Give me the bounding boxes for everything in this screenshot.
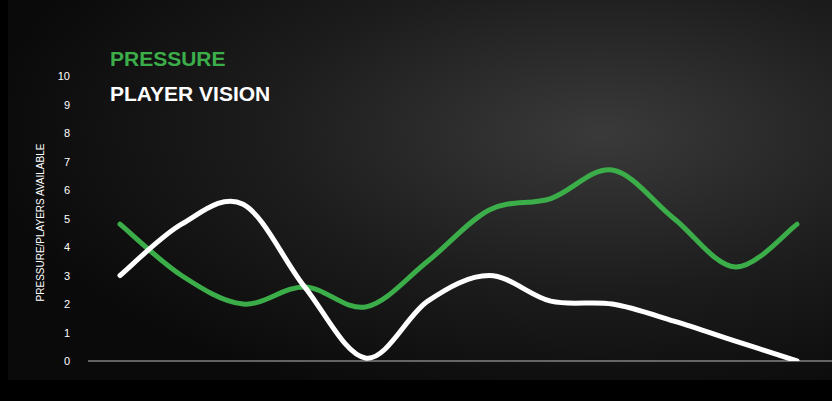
y-axis-label: PRESSURE/PLAYERS AVAILABLE: [35, 143, 46, 301]
y-tick-label: 8: [64, 127, 70, 139]
plot-area: [120, 170, 797, 361]
chart: 0 1 2 3 4 5 6 7 8 9 10 PRESSURE/PLAYERS AVAILABLE PR…: [0, 0, 832, 401]
legend-entry: PRESSURE: [110, 47, 226, 70]
y-tick-label: 1: [64, 327, 70, 339]
y-tick-label: 5: [64, 213, 70, 225]
legend-entry: PLAYER VISION: [110, 82, 270, 105]
y-tick-label: 2: [64, 298, 70, 310]
series-line: [120, 170, 797, 308]
y-tick-label: 3: [64, 270, 70, 282]
y-tick-label: 6: [64, 184, 70, 196]
y-tick-label: 4: [64, 241, 70, 253]
background-panel: [8, 0, 832, 380]
y-tick-label: 7: [64, 156, 70, 168]
background: [0, 0, 832, 401]
y-tick-label: 10: [58, 70, 70, 82]
x-axis-line: [88, 361, 832, 362]
y-tick-label: 0: [64, 355, 70, 367]
series-line: [120, 201, 797, 361]
y-tick-label: 9: [64, 99, 70, 111]
